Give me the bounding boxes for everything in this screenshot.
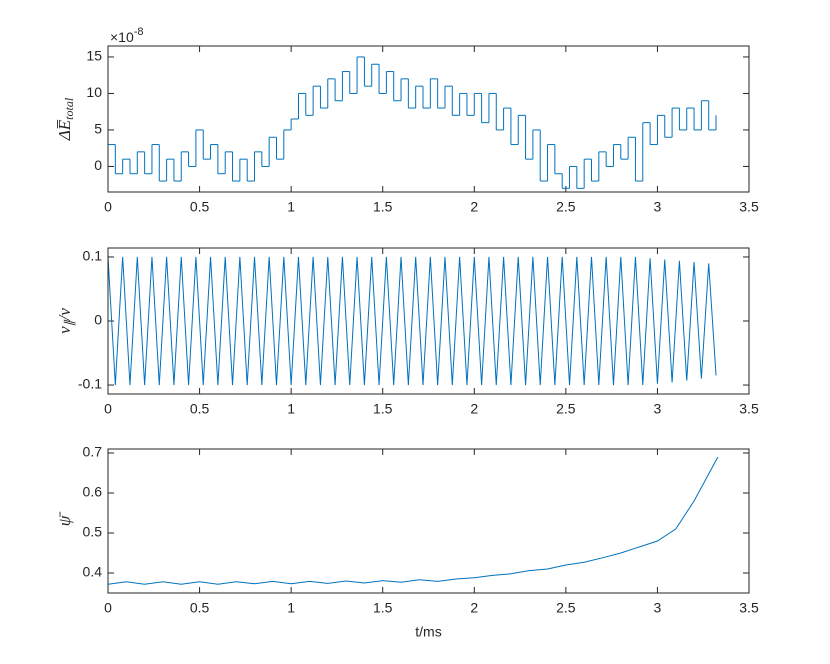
y-tick-label: 0.7 bbox=[83, 444, 103, 460]
x-tick-label: 2.5 bbox=[556, 199, 576, 215]
y-label-main: v bbox=[55, 326, 74, 334]
y-tick-label: 0.6 bbox=[83, 484, 103, 500]
subplot: 0 0.5 1 1.5 2 2.5 3 3.5-0.100.1v∥/v bbox=[55, 247, 759, 417]
x-tick-label: 2.5 bbox=[556, 401, 576, 417]
x-tick-label: 3 bbox=[654, 199, 662, 215]
x-tick-label: 0.5 bbox=[190, 401, 210, 417]
x-tick-label: 3.5 bbox=[739, 401, 759, 417]
y-label-main: ΔE̅ bbox=[55, 119, 74, 141]
y-label-main: ψ̄ bbox=[55, 511, 74, 527]
x-tick-label: 1 bbox=[287, 600, 295, 616]
x-axis-label: t/ms bbox=[415, 624, 441, 640]
x-tick-label: 0 bbox=[104, 199, 112, 215]
x-tick-label: 3.5 bbox=[739, 600, 759, 616]
x-tick-label: 0 bbox=[104, 401, 112, 417]
subplot: 0 0.5 1 1.5 2 2.5 3 3.5 0 5 10 15 ΔE̅total ×10-8 bbox=[55, 26, 759, 215]
x-tick-label: 2 bbox=[470, 199, 478, 215]
axes-frame bbox=[107, 45, 750, 193]
y-tick-label: 10 bbox=[86, 84, 102, 100]
y-axis-label: ΔE̅total bbox=[55, 97, 76, 141]
y-tick-label: 5 bbox=[94, 121, 102, 137]
x-tick-label: 3 bbox=[654, 600, 662, 616]
data-line bbox=[107, 456, 719, 585]
y-tick-label: 0.5 bbox=[83, 524, 103, 540]
x-tick-label: 0 bbox=[104, 600, 112, 616]
y-label-subscript: total bbox=[62, 97, 76, 120]
data-line bbox=[107, 256, 717, 386]
y-axis-label: ψ̄ bbox=[55, 511, 74, 527]
y-label-subscript: ∥ bbox=[62, 319, 76, 326]
exponent-power: -8 bbox=[134, 26, 144, 38]
axes-box bbox=[108, 449, 749, 593]
x-tick-label: 0.5 bbox=[190, 600, 210, 616]
axes-box bbox=[108, 46, 749, 192]
y-label-suffix: /v bbox=[55, 308, 74, 322]
y-tick-label: 0 bbox=[94, 312, 102, 328]
y-tick-label: -0.1 bbox=[78, 376, 102, 392]
y-tick-label: 0.1 bbox=[83, 248, 103, 264]
x-tick-label: 1.5 bbox=[373, 600, 393, 616]
x-tick-label: 2.5 bbox=[556, 600, 576, 616]
x-tick-label: 2 bbox=[470, 600, 478, 616]
x-tick-label: 1.5 bbox=[373, 401, 393, 417]
x-tick-label: 3 bbox=[654, 401, 662, 417]
axes-frame bbox=[107, 247, 750, 395]
y-tick-label: 0.4 bbox=[83, 564, 103, 580]
x-tick-label: 2 bbox=[470, 401, 478, 417]
x-tick-label: 1 bbox=[287, 199, 295, 215]
x-tick-label: 0.5 bbox=[190, 199, 210, 215]
x-tick-label: 3.5 bbox=[739, 199, 759, 215]
x-tick-label: 1.5 bbox=[373, 199, 393, 215]
axes-frame bbox=[107, 448, 750, 594]
exponent-base: ×10 bbox=[110, 29, 134, 45]
y-axis-label: v∥/v bbox=[55, 308, 76, 334]
axis-exponent: ×10-8 bbox=[110, 26, 144, 45]
y-tick-label: 0 bbox=[94, 157, 102, 173]
x-tick-label: 1 bbox=[287, 401, 295, 417]
y-tick-label: 15 bbox=[86, 48, 102, 64]
subplot: 0 0.5 1 1.5 2 2.5 3 3.5 0.4 0.5 0.6 0.7 ψ̄ t/ms bbox=[55, 444, 759, 640]
